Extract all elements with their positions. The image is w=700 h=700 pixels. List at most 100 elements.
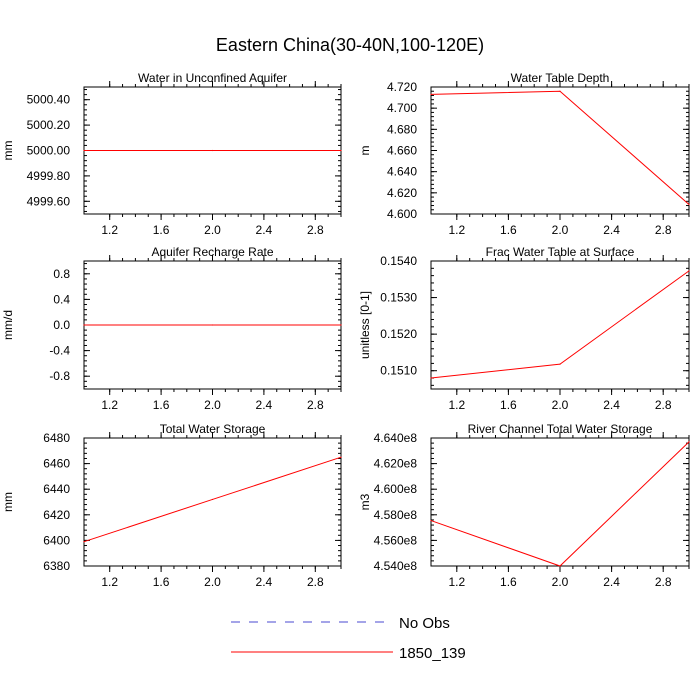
x-tick-label: 1.2 (448, 223, 465, 237)
y-tick-label: 6380 (43, 559, 70, 573)
x-tick-label: 2.4 (603, 575, 620, 589)
y-axis-label: unitless [0-1] (358, 291, 372, 359)
x-tick-label: 1.2 (448, 575, 465, 589)
plot-frame (430, 260, 690, 390)
x-tick-label: 1.6 (500, 223, 517, 237)
panel-6: River Channel Total Water Storage 4.540e8… (358, 422, 690, 589)
y-tick-label: 6440 (43, 482, 70, 496)
y-axis-label: mm/d (1, 310, 15, 340)
x-tick-label: 2.4 (603, 223, 620, 237)
x-tick-label: 2.8 (307, 575, 324, 589)
y-tick-label: 4.600e8 (374, 482, 418, 496)
x-tick-label: 1.6 (500, 575, 517, 589)
data-point (211, 149, 214, 152)
x-tick-label: 2.8 (655, 575, 672, 589)
data-point (430, 93, 432, 96)
data-point (559, 565, 561, 567)
y-tick-label: 4.580e8 (374, 508, 418, 522)
figure-title: Eastern China(30-40N,100-120E) (216, 35, 484, 55)
data-point (211, 324, 214, 326)
y-tick-label: 0.4 (53, 292, 70, 306)
y-tick-label: 4.540e8 (374, 559, 418, 573)
y-tick-label: 4.620e8 (374, 457, 418, 471)
plot-frame (430, 86, 690, 215)
y-tick-label: 6480 (43, 431, 70, 445)
data-point (559, 363, 561, 365)
y-tick-label: 0.0 (53, 318, 70, 332)
x-tick-label: 1.2 (101, 575, 118, 589)
y-tick-label: 0.1530 (380, 291, 417, 305)
y-tick-label: 4.700 (387, 101, 417, 115)
x-tick-label: 2.8 (655, 223, 672, 237)
data-point (340, 149, 342, 152)
x-tick-label: 2.4 (603, 398, 620, 412)
panel-title: Water Table Depth (511, 71, 610, 85)
y-tick-label: -0.4 (49, 344, 70, 358)
y-axis-label: mm (1, 141, 15, 161)
y-tick-label: 6460 (43, 457, 70, 471)
x-tick-label: 2.4 (256, 575, 273, 589)
legend-label-1: No Obs (399, 615, 450, 632)
panel-title: Total Water Storage (160, 422, 266, 436)
y-tick-label: 0.8 (53, 267, 70, 281)
x-tick-label: 2.8 (307, 398, 324, 412)
x-tick-label: 2.0 (204, 575, 221, 589)
x-tick-label: 2.0 (552, 398, 569, 412)
plot-frame (430, 437, 690, 567)
x-tick-label: 1.6 (153, 575, 170, 589)
legend: No Obs 1850_139 (231, 615, 466, 662)
y-tick-label: 6420 (43, 508, 70, 522)
x-tick-label: 1.2 (101, 398, 118, 412)
panel-title: Aquifer Recharge Rate (151, 245, 273, 259)
data-point (688, 203, 690, 206)
y-axis-label: mm (1, 492, 15, 512)
y-axis-label: m (358, 146, 372, 156)
y-tick-label: 4.600 (387, 207, 417, 221)
panel-3: Aquifer Recharge Rate -0.8 -0.4 0.0 0.4 0.8 1.… (1, 245, 342, 412)
data-point (430, 519, 432, 522)
x-tick-label: 2.8 (307, 223, 324, 237)
y-tick-label: 4.560e8 (374, 533, 418, 547)
y-tick-label: 4.720 (387, 80, 417, 94)
panel-4: Frac Water Table at Surface 0.1510 0.1520 0… (358, 245, 690, 412)
plot-frame (83, 437, 342, 567)
panel-1: Water in Unconfined Aquifer 4999.60 4999.8… (1, 71, 342, 237)
y-tick-label: 4.640e8 (374, 431, 418, 445)
y-tick-label: 4.680 (387, 122, 417, 136)
panel-5: Total Water Storage 6380 6400 6420 6440 6460 6… (1, 422, 342, 589)
x-tick-label: 1.6 (500, 398, 517, 412)
x-tick-label: 2.0 (552, 223, 569, 237)
data-point (83, 149, 85, 152)
y-tick-label: 0.1510 (380, 364, 417, 378)
y-tick-label: 4999.80 (27, 169, 71, 183)
x-tick-label: 2.0 (204, 223, 221, 237)
data-point (688, 270, 690, 272)
data-point (688, 441, 690, 443)
x-tick-label: 2.4 (256, 223, 273, 237)
data-point (340, 324, 342, 326)
y-tick-label: 5000.00 (27, 144, 71, 158)
y-tick-label: 0.1520 (380, 327, 417, 341)
y-axis-label: m3 (358, 493, 372, 510)
legend-label-2: 1850_139 (399, 645, 466, 662)
y-tick-label: 4.660 (387, 144, 417, 158)
series-line-1850-139 (430, 270, 690, 379)
panels-group: Water in Unconfined Aquifer 4999.60 4999.8… (1, 71, 690, 589)
panel-title: River Channel Total Water Storage (468, 422, 653, 436)
panel-2: Water Table Depth 4.600 4.620 4.640 4.660 4.6… (358, 71, 690, 237)
x-tick-label: 2.0 (204, 398, 221, 412)
y-tick-label: 4999.60 (27, 194, 71, 208)
data-point (340, 456, 342, 458)
x-tick-label: 1.6 (153, 223, 170, 237)
x-tick-label: 1.2 (448, 398, 465, 412)
x-tick-label: 1.6 (153, 398, 170, 412)
y-tick-label: 4.640 (387, 165, 417, 179)
x-tick-label: 2.0 (552, 575, 569, 589)
panel-title: Frac Water Table at Surface (486, 245, 635, 259)
y-tick-label: 4.620 (387, 186, 417, 200)
data-point (83, 541, 85, 543)
panel-title: Water in Unconfined Aquifer (138, 71, 287, 85)
series-line-1850-139 (430, 441, 690, 567)
x-tick-label: 2.4 (256, 398, 273, 412)
